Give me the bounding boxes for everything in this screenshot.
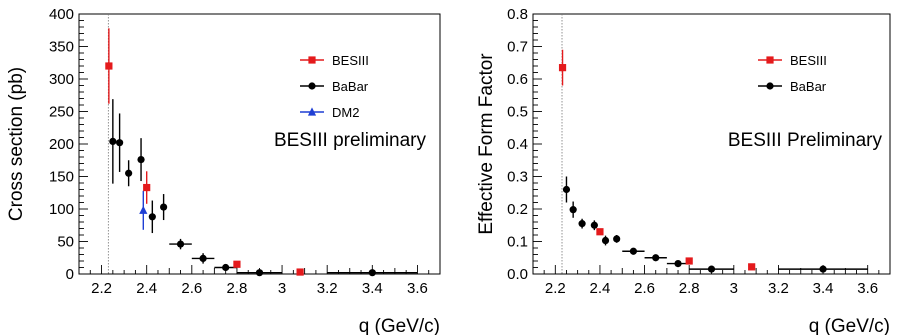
data-point [125,169,133,177]
y-tick-label: 300 [49,71,74,88]
data-point [652,254,660,262]
legend-label: BESIII [332,53,369,68]
legend-marker [307,107,317,116]
y-tick-label: 0.5 [507,104,528,121]
data-point [674,260,682,268]
data-point [116,139,124,147]
x-axis-title: q (GeV/c) [809,316,890,335]
y-tick-label: 0.8 [507,6,528,23]
y-tick-label: 100 [49,201,74,218]
data-point [368,269,376,277]
x-tick-label: 2.8 [679,280,700,297]
data-point [233,260,241,268]
y-tick-label: 0 [66,266,74,283]
data-point [176,240,185,248]
chart-annotation: BESIII preliminary [274,130,427,151]
x-tick-label: 3.4 [362,280,383,297]
legend-label: DM2 [332,105,359,120]
x-axis-title: q (GeV/c) [359,316,440,335]
data-point [569,206,577,214]
data-point [629,247,638,255]
x-tick-label: 3.2 [768,280,789,297]
right-chart-panel: 2.2 2.4 2.6 2.8 3 3.2 3.4 3.6 0.0 0.1 0.2 0.3 0.4 0.5… [476,6,891,335]
legend-label: BaBar [790,79,827,94]
data-point [255,269,264,277]
data-point [222,263,230,272]
y-tick-label: 150 [49,169,74,186]
series-babar [109,99,418,277]
x-tick-label: 3 [278,280,286,297]
y-tick-label: 400 [49,6,74,23]
y-axis-title: Effective Form Factor [476,53,497,235]
x-tick-label: 2.8 [227,280,248,297]
data-point [148,213,156,221]
data-point [596,228,604,236]
legend: BESIII BaBar DM2 [300,53,369,120]
y-tick-label: 250 [49,104,74,121]
series-dm2 [139,190,148,230]
data-point [137,156,145,164]
data-point [707,265,716,273]
legend-marker [308,56,316,64]
data-point [601,236,610,245]
y-tick-label: 0.7 [507,39,528,56]
data-point [160,203,168,211]
x-tick-label: 2.4 [136,280,157,297]
data-point [590,221,598,229]
legend-label: BaBar [332,79,369,94]
y-tick-label: 0.6 [507,71,528,88]
x-tick-label: 2.6 [181,280,202,297]
data-point [199,254,207,262]
data-point [105,62,113,70]
x-tick-label: 3.6 [857,280,878,297]
legend-marker [766,56,774,64]
series-besiii [558,49,756,271]
y-tick-label: 0.3 [507,169,528,186]
x-tick-label: 2.2 [91,280,112,297]
data-point [558,64,567,72]
legend-marker [766,82,774,90]
y-tick-label: 0.4 [507,136,528,153]
data-point [613,235,621,243]
left-chart-panel: 2.2 2.4 2.6 2.8 3 3.2 3.4 3.6 0 50 100 150 200 250 300… [6,6,441,335]
x-tick-label: 3.6 [407,280,428,297]
y-tick-label: 350 [49,39,74,56]
y-tick-label: 50 [57,234,74,251]
series-babar [562,176,868,273]
legend-marker [308,82,316,90]
x-tick-label: 3.2 [317,280,338,297]
data-point [819,265,827,273]
x-tick-label: 2.2 [545,280,566,297]
data-point [139,205,148,214]
x-tick-label: 3 [730,280,738,297]
data-point [748,263,756,271]
data-point [685,257,693,265]
legend: BESIII BaBar [758,53,827,94]
y-tick-label: 0.0 [507,266,528,283]
legend-label: BESIII [790,53,827,68]
x-tick-label: 2.4 [590,280,611,297]
data-point [578,220,586,228]
y-axis-title: Cross section (pb) [6,67,27,221]
y-tick-label: 0.2 [507,201,528,218]
x-tick-label: 3.4 [813,280,834,297]
y-tick-label: 0.1 [507,234,528,251]
data-point [109,137,117,145]
x-tick-label: 2.6 [634,280,655,297]
data-point [296,268,304,276]
data-point [143,183,151,192]
series-besiii [105,28,304,276]
data-point [562,185,571,194]
y-tick-label: 200 [49,136,74,153]
chart-annotation: BESIII Preliminary [728,130,883,151]
